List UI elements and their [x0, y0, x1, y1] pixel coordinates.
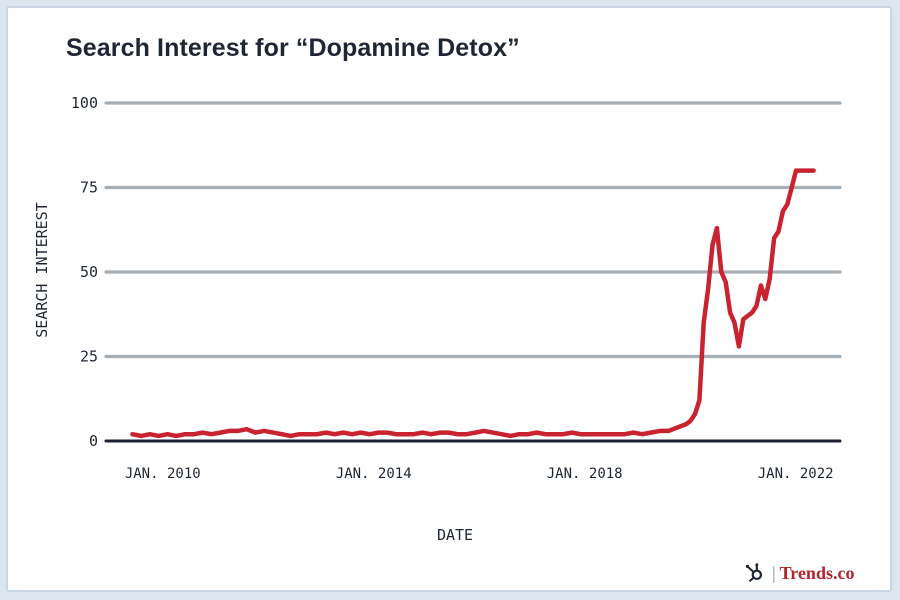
y-tick-label: 100	[71, 94, 98, 112]
series-line	[130, 168, 816, 439]
x-tick-label: JAN. 2010	[125, 466, 201, 482]
y-tick-label: 75	[80, 179, 98, 197]
y-tick-label: 25	[80, 348, 98, 366]
chart-title: Search Interest for “Dopamine Detox”	[66, 34, 520, 62]
x-tick-label: JAN. 2018	[547, 466, 623, 482]
brand-name: Trends.co	[779, 562, 855, 583]
y-tick-labels: 0 25 50 75 100	[71, 94, 98, 450]
brand-logo: | Trends.co	[744, 562, 854, 584]
y-axis-label: SEARCH INTEREST	[33, 202, 51, 337]
gridlines	[104, 101, 842, 443]
x-tick-labels: JAN. 2010 JAN. 2014 JAN. 2018 JAN. 2022	[125, 466, 834, 482]
hubspot-sprocket-icon	[745, 563, 763, 583]
x-tick-label: JAN. 2014	[336, 466, 412, 482]
y-tick-label: 0	[89, 432, 98, 450]
brand-separator: |	[772, 562, 776, 583]
x-axis-label: DATE	[437, 526, 473, 544]
y-tick-label: 50	[80, 263, 98, 281]
x-tick-label: JAN. 2022	[758, 466, 834, 482]
